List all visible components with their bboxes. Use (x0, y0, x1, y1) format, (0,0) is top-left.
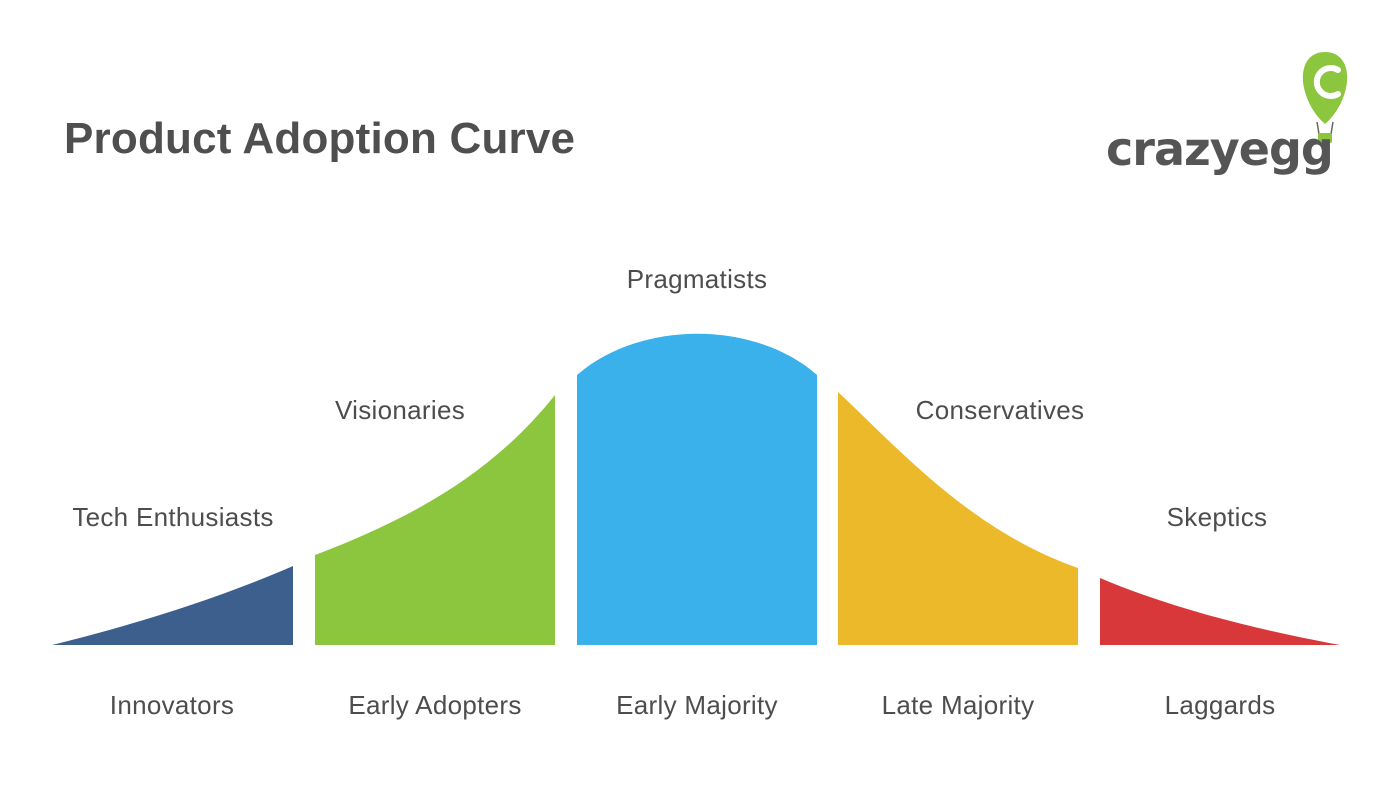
category-label-late-majority: Late Majority (881, 690, 1035, 720)
persona-label-tech-enthusiasts: Tech Enthusiasts (72, 502, 274, 532)
early-majority-segment (577, 333, 817, 645)
page-title: Product Adoption Curve (64, 114, 576, 163)
late-majority-segment (838, 392, 1078, 645)
persona-label-skeptics: Skeptics (1166, 502, 1268, 532)
logo-trademark: ™ (1312, 160, 1319, 167)
persona-label-visionaries: Visionaries (335, 395, 465, 425)
logo-wordmark: crazyegg (1106, 122, 1334, 176)
persona-label-conservatives: Conservatives (915, 395, 1085, 425)
persona-label-pragmatists: Pragmatists (626, 264, 768, 294)
laggards-segment (1100, 578, 1340, 645)
crazyegg-logo: crazyegg ™ (1100, 48, 1360, 188)
category-label-innovators: Innovators (109, 690, 235, 720)
early-adopters-segment (315, 395, 555, 645)
innovators-segment (52, 566, 293, 645)
category-label-early-majority: Early Majority (616, 690, 778, 720)
hot-air-balloon-icon (1302, 52, 1348, 143)
category-label-early-adopters: Early Adopters (348, 690, 522, 720)
category-label-laggards: Laggards (1164, 690, 1276, 720)
